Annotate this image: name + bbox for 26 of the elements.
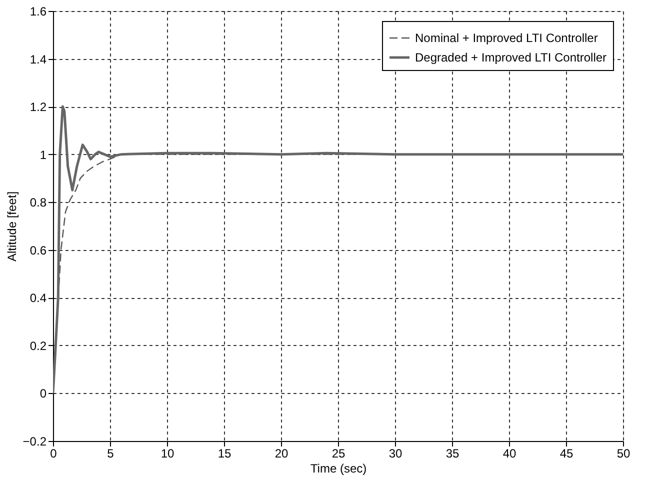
x-tick-label: 25	[332, 446, 346, 460]
legend-label: Nominal + Improved LTI Controller	[415, 31, 598, 45]
y-tick-label: 1	[40, 148, 47, 162]
x-tick-label: 40	[502, 446, 516, 460]
x-tick-label: 20	[274, 446, 288, 460]
x-tick-label: 30	[388, 446, 402, 460]
x-tick-label: 10	[160, 446, 174, 460]
y-tick-label: 0.4	[30, 291, 47, 306]
x-tick-label: 5	[107, 446, 114, 460]
line-series	[53, 105, 623, 394]
y-tick-label: 0.2	[30, 338, 47, 353]
x-tick-label: 50	[616, 446, 630, 460]
y-tick-label: −0.2	[22, 434, 47, 448]
y-tick-label: 0.8	[30, 196, 47, 210]
y-tick-label: 1.6	[30, 4, 47, 18]
legend-label: Degraded + Improved LTI Controller	[415, 50, 607, 64]
x-tick-label: 15	[218, 446, 232, 460]
x-tick-label: 0	[50, 446, 58, 460]
y-tick-label: 0.6	[30, 243, 47, 258]
y-tick-label: 1.2	[30, 100, 47, 114]
y-tick-label: 0	[40, 386, 47, 401]
y-axis-title: Altitude [feet]	[4, 191, 19, 262]
x-tick-label: 45	[560, 446, 574, 460]
x-tick-label: 35	[446, 446, 460, 460]
y-tick-label: 1.4	[30, 52, 47, 66]
x-axis-title: Time (sec)	[310, 462, 367, 476]
